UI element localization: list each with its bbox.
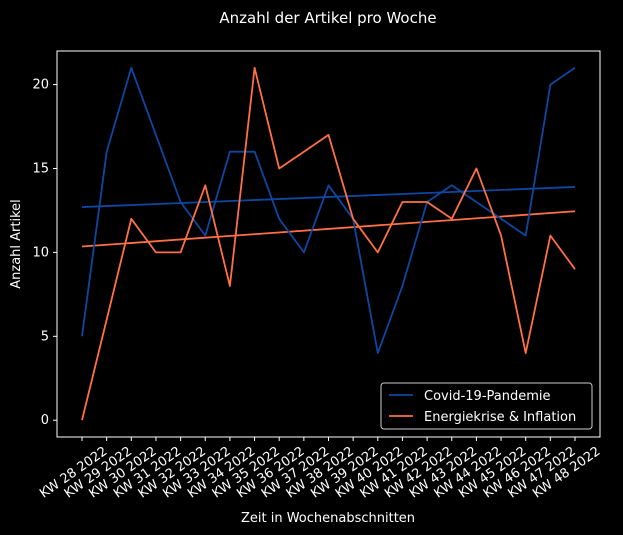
y-tick-label: 0 <box>41 413 49 428</box>
legend-label-covid: Covid-19-Pandemie <box>424 389 551 404</box>
x-axis-label: Zeit in Wochenabschnitten <box>241 511 415 526</box>
y-tick-label: 20 <box>32 78 49 93</box>
series-line-1 <box>81 66 576 421</box>
legend-box <box>380 382 593 430</box>
trend-lines <box>81 186 576 248</box>
trend-line-1 <box>81 210 576 248</box>
y-tick-label: 5 <box>41 329 49 344</box>
legend-label-energy: Energiekrise & Inflation <box>424 410 576 425</box>
y-axis: 0 5 10 15 20 <box>32 78 57 428</box>
y-tick-label: 15 <box>32 161 49 176</box>
legend: Covid-19-Pandemie Energiekrise & Inflati… <box>380 382 593 430</box>
plot-area <box>56 50 601 438</box>
chart-title: Anzahl der Artikel pro Woche <box>219 9 436 27</box>
series-lines <box>81 66 576 421</box>
trend-line-0 <box>81 186 576 208</box>
series-line-0 <box>81 66 576 355</box>
y-axis-label: Anzahl Artikel <box>9 199 24 289</box>
y-tick-label: 10 <box>32 245 49 260</box>
